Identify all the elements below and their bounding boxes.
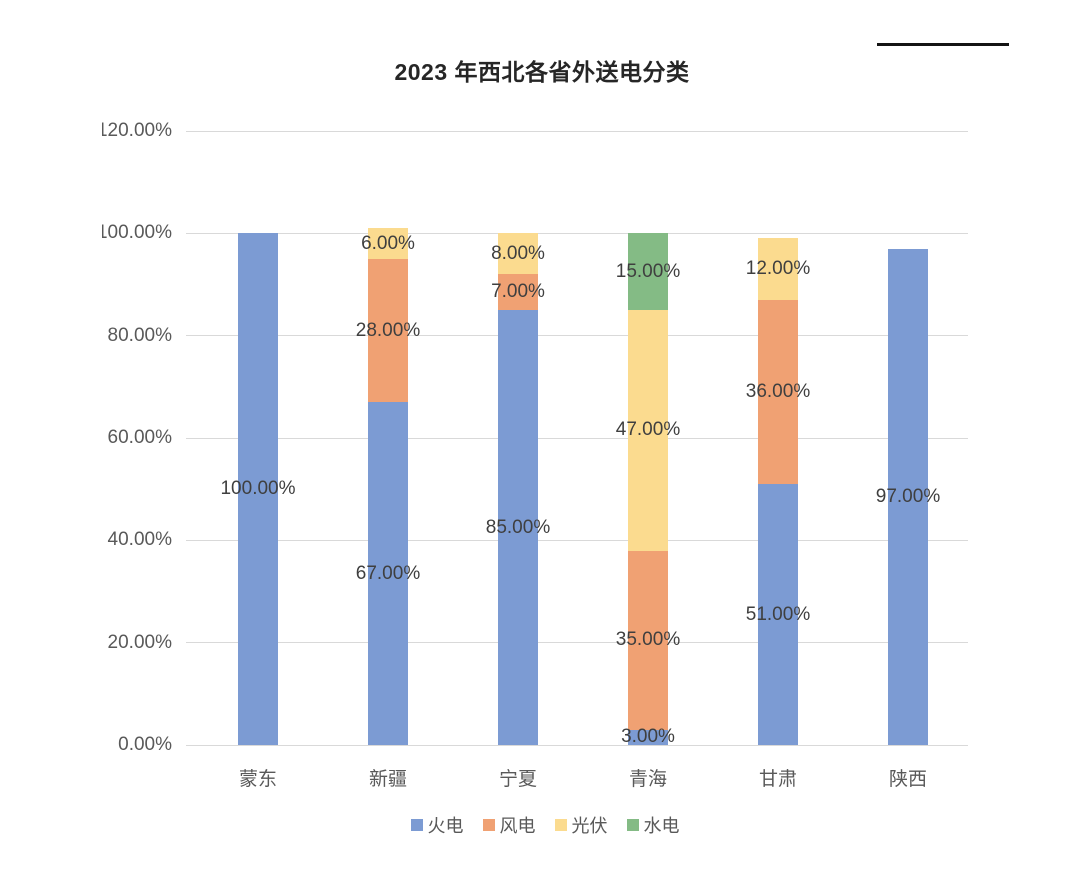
legend-label: 光伏 bbox=[571, 816, 608, 836]
bar-segment bbox=[238, 233, 278, 745]
gridline bbox=[186, 539, 968, 541]
x-axis-category-label: 新疆 bbox=[368, 769, 408, 790]
bar-data-label: 3.00% bbox=[621, 726, 675, 748]
bar-segment bbox=[888, 248, 928, 745]
bar-data-label: 85.00% bbox=[485, 516, 551, 538]
bar-segment bbox=[758, 484, 798, 745]
gridline bbox=[186, 744, 968, 746]
bar-segment bbox=[498, 274, 538, 311]
y-axis-tick-label: 100.00% bbox=[102, 222, 172, 244]
bar-data-label: 97.00% bbox=[875, 485, 941, 507]
legend-item: 水电 bbox=[626, 812, 680, 838]
legend: 火电 风电 光伏 水电 bbox=[0, 812, 1084, 838]
gridline bbox=[186, 232, 968, 234]
y-axis-tick-label: 120.00% bbox=[102, 120, 172, 141]
bar-data-label: 7.00% bbox=[491, 281, 545, 303]
y-axis-tick-label: 80.00% bbox=[107, 324, 172, 346]
gridline bbox=[186, 437, 968, 439]
bar-data-label: 67.00% bbox=[355, 562, 421, 584]
bar-data-label: 47.00% bbox=[615, 419, 681, 441]
y-axis-tick-label: 60.00% bbox=[107, 427, 172, 448]
y-axis-tick-label: 20.00% bbox=[107, 631, 172, 653]
x-axis-category-label: 甘肃 bbox=[758, 769, 798, 790]
bar-data-label: 35.00% bbox=[615, 629, 681, 651]
y-axis-labels: 0.00% 20.00% 40.00% 60.00% 80.00% 100.00% 120.… bbox=[102, 105, 174, 770]
bar-data-label: 8.00% bbox=[491, 242, 545, 264]
bar-segment bbox=[758, 238, 798, 300]
bar-segment bbox=[368, 228, 408, 259]
bar-segment bbox=[628, 550, 668, 730]
bar-data-label: 15.00% bbox=[615, 260, 681, 282]
chart-title: 2023 年西北各省外送电分类 bbox=[394, 59, 690, 85]
gridline bbox=[186, 642, 968, 644]
bar-data-label: 28.00% bbox=[355, 319, 421, 341]
bar-data-label: 36.00% bbox=[745, 380, 811, 402]
legend-label: 水电 bbox=[643, 816, 680, 836]
bar-segment bbox=[498, 233, 538, 275]
bar-data-label: 51.00% bbox=[745, 603, 811, 625]
x-axis-category-label: 陕西 bbox=[888, 769, 928, 790]
bar-segment bbox=[368, 258, 408, 403]
legend-item: 风电 bbox=[482, 812, 536, 838]
legend-label: 风电 bbox=[499, 816, 536, 836]
x-axis-category-label: 宁夏 bbox=[498, 769, 538, 790]
decorative-line bbox=[877, 43, 1009, 46]
bar-segment bbox=[498, 310, 538, 745]
bar-data-label: 100.00% bbox=[220, 478, 296, 500]
x-axis-category-label: 青海 bbox=[628, 769, 668, 790]
x-axis-category-label: 蒙东 bbox=[238, 769, 278, 790]
bar-segment bbox=[628, 310, 668, 551]
bar-data-label: 12.00% bbox=[745, 258, 811, 280]
bar-segment bbox=[628, 233, 668, 311]
y-axis-tick-label: 40.00% bbox=[107, 529, 172, 551]
legend-item: 火电 bbox=[410, 812, 464, 838]
legend-swatch bbox=[482, 819, 495, 831]
bar-segment bbox=[368, 402, 408, 745]
bar-segment bbox=[628, 729, 668, 745]
legend-label: 火电 bbox=[427, 816, 464, 836]
gridline bbox=[186, 335, 968, 337]
legend-swatch bbox=[554, 819, 567, 831]
bar-segment bbox=[758, 299, 798, 485]
bar-data-label: 6.00% bbox=[361, 232, 415, 254]
y-axis-tick-label: 0.00% bbox=[118, 734, 172, 755]
legend-swatch bbox=[626, 819, 639, 831]
legend-item: 光伏 bbox=[554, 812, 608, 838]
legend-swatch bbox=[410, 819, 423, 831]
gridline bbox=[186, 130, 968, 132]
